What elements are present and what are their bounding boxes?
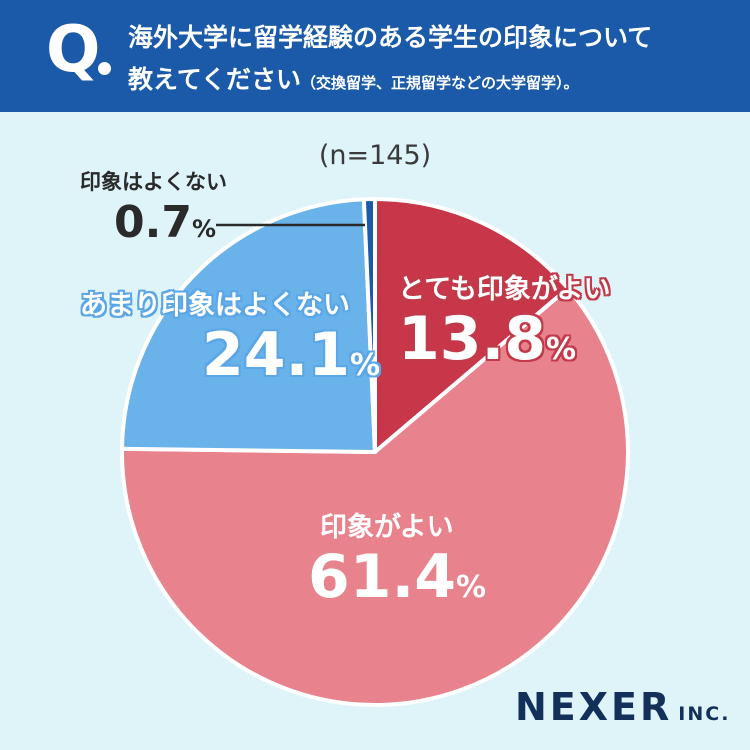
pie-slice-very-good	[373, 197, 570, 454]
question-text-line2-main: 教えてください	[128, 65, 302, 94]
sample-size: (n=145)	[318, 140, 432, 171]
slice-value-unit-very-good: %	[546, 332, 577, 367]
logo-sub-text: INC.	[678, 703, 731, 725]
slice-name-very-good: とても印象がよい	[398, 274, 611, 305]
slice-value-number-good: 61.4	[308, 542, 457, 612]
slice-label-not-very-good: あまり印象はよくない 24.1%	[80, 292, 380, 385]
pie-slice-not-very-good	[120, 197, 377, 454]
question-text-line2: 教えてください（交換留学、正規留学などの大学留学）。	[128, 60, 579, 96]
slice-value-very-good: 13.8%	[398, 309, 611, 369]
slice-value-not-good: 0.7%	[80, 201, 227, 245]
nexer-logo: NEXER INC.	[515, 688, 730, 726]
slice-label-very-good: とても印象がよい 13.8%	[398, 276, 611, 369]
slice-label-good: 印象がよい 61.4%	[308, 514, 486, 607]
slice-value-number-very-good: 13.8	[398, 304, 547, 374]
slice-value-good: 61.4%	[308, 547, 486, 607]
pie-slice-good	[120, 286, 630, 707]
question-text-line1: 海外大学に留学経験のある学生の印象について	[128, 23, 653, 52]
slice-value-unit-not-very-good: %	[350, 348, 381, 383]
slice-value-unit-good: %	[456, 570, 487, 605]
slice-value-not-very-good: 24.1%	[80, 325, 380, 385]
slice-value-number-not-good: 0.7	[114, 197, 192, 248]
slice-value-unit-not-good: %	[191, 215, 216, 243]
slice-label-not-good: 印象はよくない 0.7%	[80, 172, 227, 245]
slice-name-not-very-good: あまり印象はよくない	[80, 290, 350, 321]
slice-name-not-good: 印象はよくない	[80, 170, 227, 194]
logo-main-text: NEXER	[515, 685, 673, 729]
question-text-note: （交換留学、正規留学などの大学留学）。	[301, 74, 579, 92]
question-header: Q 海外大学に留学経験のある学生の印象について 教えてください（交換留学、正規留…	[0, 0, 750, 112]
pie-slice-not-good	[361, 197, 377, 454]
question-mark-dot	[98, 62, 111, 75]
slice-name-good: 印象がよい	[320, 512, 454, 543]
slice-value-number-not-very-good: 24.1	[202, 320, 351, 390]
question-mark: Q	[46, 13, 101, 87]
